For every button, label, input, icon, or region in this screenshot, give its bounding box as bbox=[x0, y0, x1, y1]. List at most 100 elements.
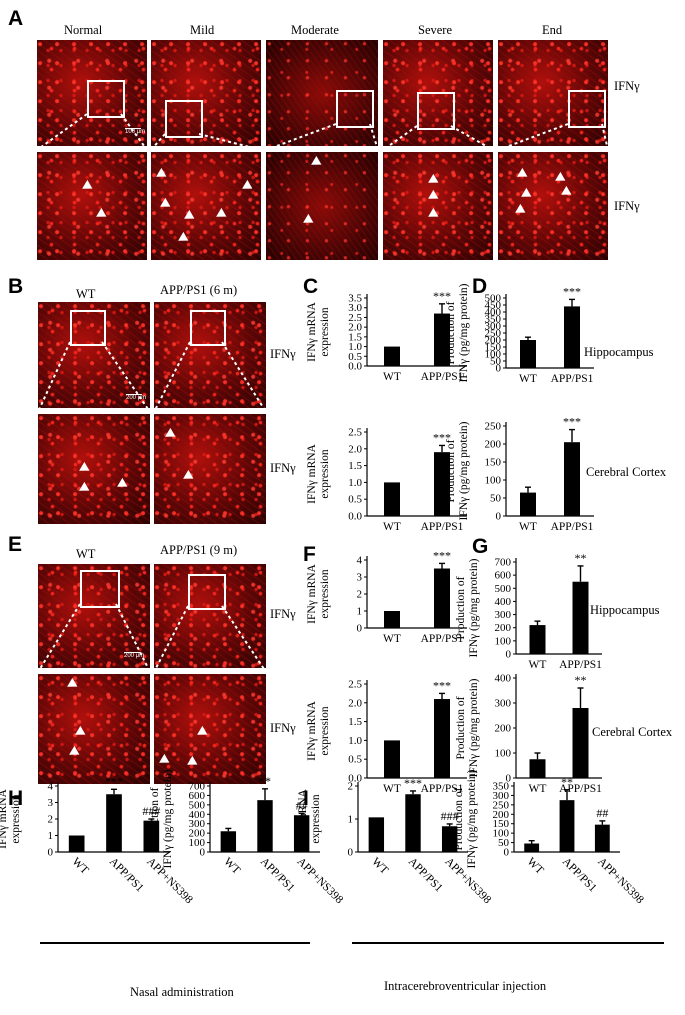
y-tick-label: 1 bbox=[357, 606, 363, 618]
y-tick-label: 200 bbox=[485, 439, 502, 451]
y-tick-label: 1.0 bbox=[348, 477, 362, 489]
bar bbox=[293, 815, 310, 852]
significance-label: ** bbox=[575, 673, 587, 687]
x-tick-label: APP/PS1 bbox=[551, 373, 594, 385]
bar bbox=[524, 843, 540, 852]
y-tick-label: 100 bbox=[189, 837, 206, 849]
y-axis-label: Production ofIFNγ (pg/mg protein) bbox=[445, 283, 470, 382]
y-tick-label: 0 bbox=[496, 363, 502, 375]
y-axis-label: IFNγ mRNAexpression bbox=[306, 301, 331, 361]
y-tick-label: 300 bbox=[493, 790, 510, 802]
bar bbox=[564, 442, 580, 516]
y-axis-label: Production ofIFNγ (pg/mg protein) bbox=[149, 769, 174, 868]
x-tick-label: WT bbox=[519, 521, 537, 533]
x-tick-label: APP/PS1 bbox=[560, 856, 599, 895]
y-tick-label: 400 bbox=[495, 596, 512, 608]
y-axis-label: IFNγ mRNAexpression bbox=[297, 788, 322, 848]
y-tick-label: 500 bbox=[495, 583, 512, 595]
bar bbox=[106, 794, 122, 852]
y-tick-label: 1.0 bbox=[348, 735, 362, 747]
micrograph-a-normal-low: 100 μm bbox=[37, 40, 147, 146]
panel-label-e: E bbox=[8, 533, 23, 556]
y-tick-label: 400 bbox=[485, 307, 502, 319]
y-tick-label: 0 bbox=[200, 847, 206, 859]
bar bbox=[434, 313, 450, 366]
y-tick-label: 250 bbox=[485, 421, 502, 433]
scale-bar: 200 μm bbox=[126, 394, 147, 401]
bar bbox=[368, 817, 385, 852]
y-tick-label: 250 bbox=[493, 799, 510, 811]
column-label-end: End bbox=[542, 23, 563, 37]
roi-box bbox=[568, 90, 606, 128]
y-tick-label: 1.5 bbox=[348, 331, 362, 343]
micrograph-a-mild-high bbox=[151, 152, 261, 260]
y-tick-label: 0.0 bbox=[348, 773, 362, 785]
y-tick-label: 0.0 bbox=[348, 511, 362, 523]
roi-box bbox=[87, 80, 125, 118]
y-tick-label: 2.0 bbox=[348, 443, 362, 455]
bar bbox=[529, 625, 546, 654]
y-axis-label: Production ofIFNγ (pg/mg protein) bbox=[453, 769, 478, 868]
y-tick-label: 2 bbox=[48, 814, 54, 826]
y-tick-label: 300 bbox=[189, 818, 206, 830]
y-tick-label: 0 bbox=[504, 847, 510, 859]
significance-label: *** bbox=[563, 415, 581, 429]
micrograph-b-wt-low: 200 μm bbox=[38, 302, 150, 408]
bar bbox=[594, 824, 610, 852]
micrograph-e-app-high bbox=[154, 674, 266, 784]
x-tick-label: WT bbox=[519, 373, 537, 385]
bar bbox=[520, 340, 536, 368]
roi-box bbox=[80, 570, 120, 608]
bar bbox=[220, 831, 237, 852]
significance-label: *** bbox=[433, 548, 451, 562]
panel-label-a: A bbox=[8, 7, 24, 30]
stain-label-b-bottom: IFNγ bbox=[270, 461, 296, 475]
roi-box bbox=[188, 574, 226, 610]
y-tick-label: 500 bbox=[485, 293, 502, 305]
stain-label-b-top: IFNγ bbox=[270, 347, 296, 361]
y-tick-label: 1 bbox=[348, 814, 354, 826]
y-tick-label: 400 bbox=[495, 673, 512, 685]
bar bbox=[434, 568, 450, 628]
x-tick-label: APP/PS1 bbox=[421, 371, 464, 383]
column-label-e-app: APP/PS1 (9 m) bbox=[160, 543, 238, 557]
micrograph-b-app-high bbox=[154, 414, 266, 524]
y-tick-label: 300 bbox=[495, 698, 512, 710]
y-tick-label: 2.5 bbox=[348, 427, 362, 439]
panel-label-i: I bbox=[303, 787, 309, 810]
region-label-g-hippocampus: Hippocampus bbox=[590, 603, 660, 617]
y-tick-label: 200 bbox=[485, 335, 502, 347]
y-tick-label: 0.5 bbox=[348, 351, 362, 363]
significance-label: *** bbox=[433, 289, 451, 303]
region-label-g-cortex: Cerebral Cortex bbox=[592, 725, 673, 739]
roi-box bbox=[417, 92, 455, 130]
bar bbox=[384, 611, 400, 628]
micrograph-a-end-high bbox=[498, 152, 608, 260]
panel-label-c: C bbox=[303, 275, 319, 298]
y-tick-label: 350 bbox=[493, 781, 510, 793]
group-bar-icv bbox=[352, 942, 664, 944]
y-tick-label: 4 bbox=[357, 555, 363, 567]
significance-label: *** bbox=[105, 774, 123, 788]
significance-label: *** bbox=[433, 430, 451, 444]
y-tick-label: 2.0 bbox=[348, 322, 362, 334]
scale-bar: 100 μm bbox=[125, 128, 146, 135]
x-tick-label: APP+NS398 bbox=[595, 856, 646, 907]
micrograph-e-wt-high bbox=[38, 674, 150, 784]
scale-bar: 200 μm bbox=[124, 652, 145, 659]
y-tick-label: 3.0 bbox=[348, 302, 362, 314]
bar bbox=[68, 835, 85, 852]
y-axis-label: IFNγ mRNAexpression bbox=[306, 563, 331, 623]
y-tick-label: 200 bbox=[189, 828, 206, 840]
bar bbox=[257, 800, 273, 852]
bar bbox=[384, 740, 400, 778]
